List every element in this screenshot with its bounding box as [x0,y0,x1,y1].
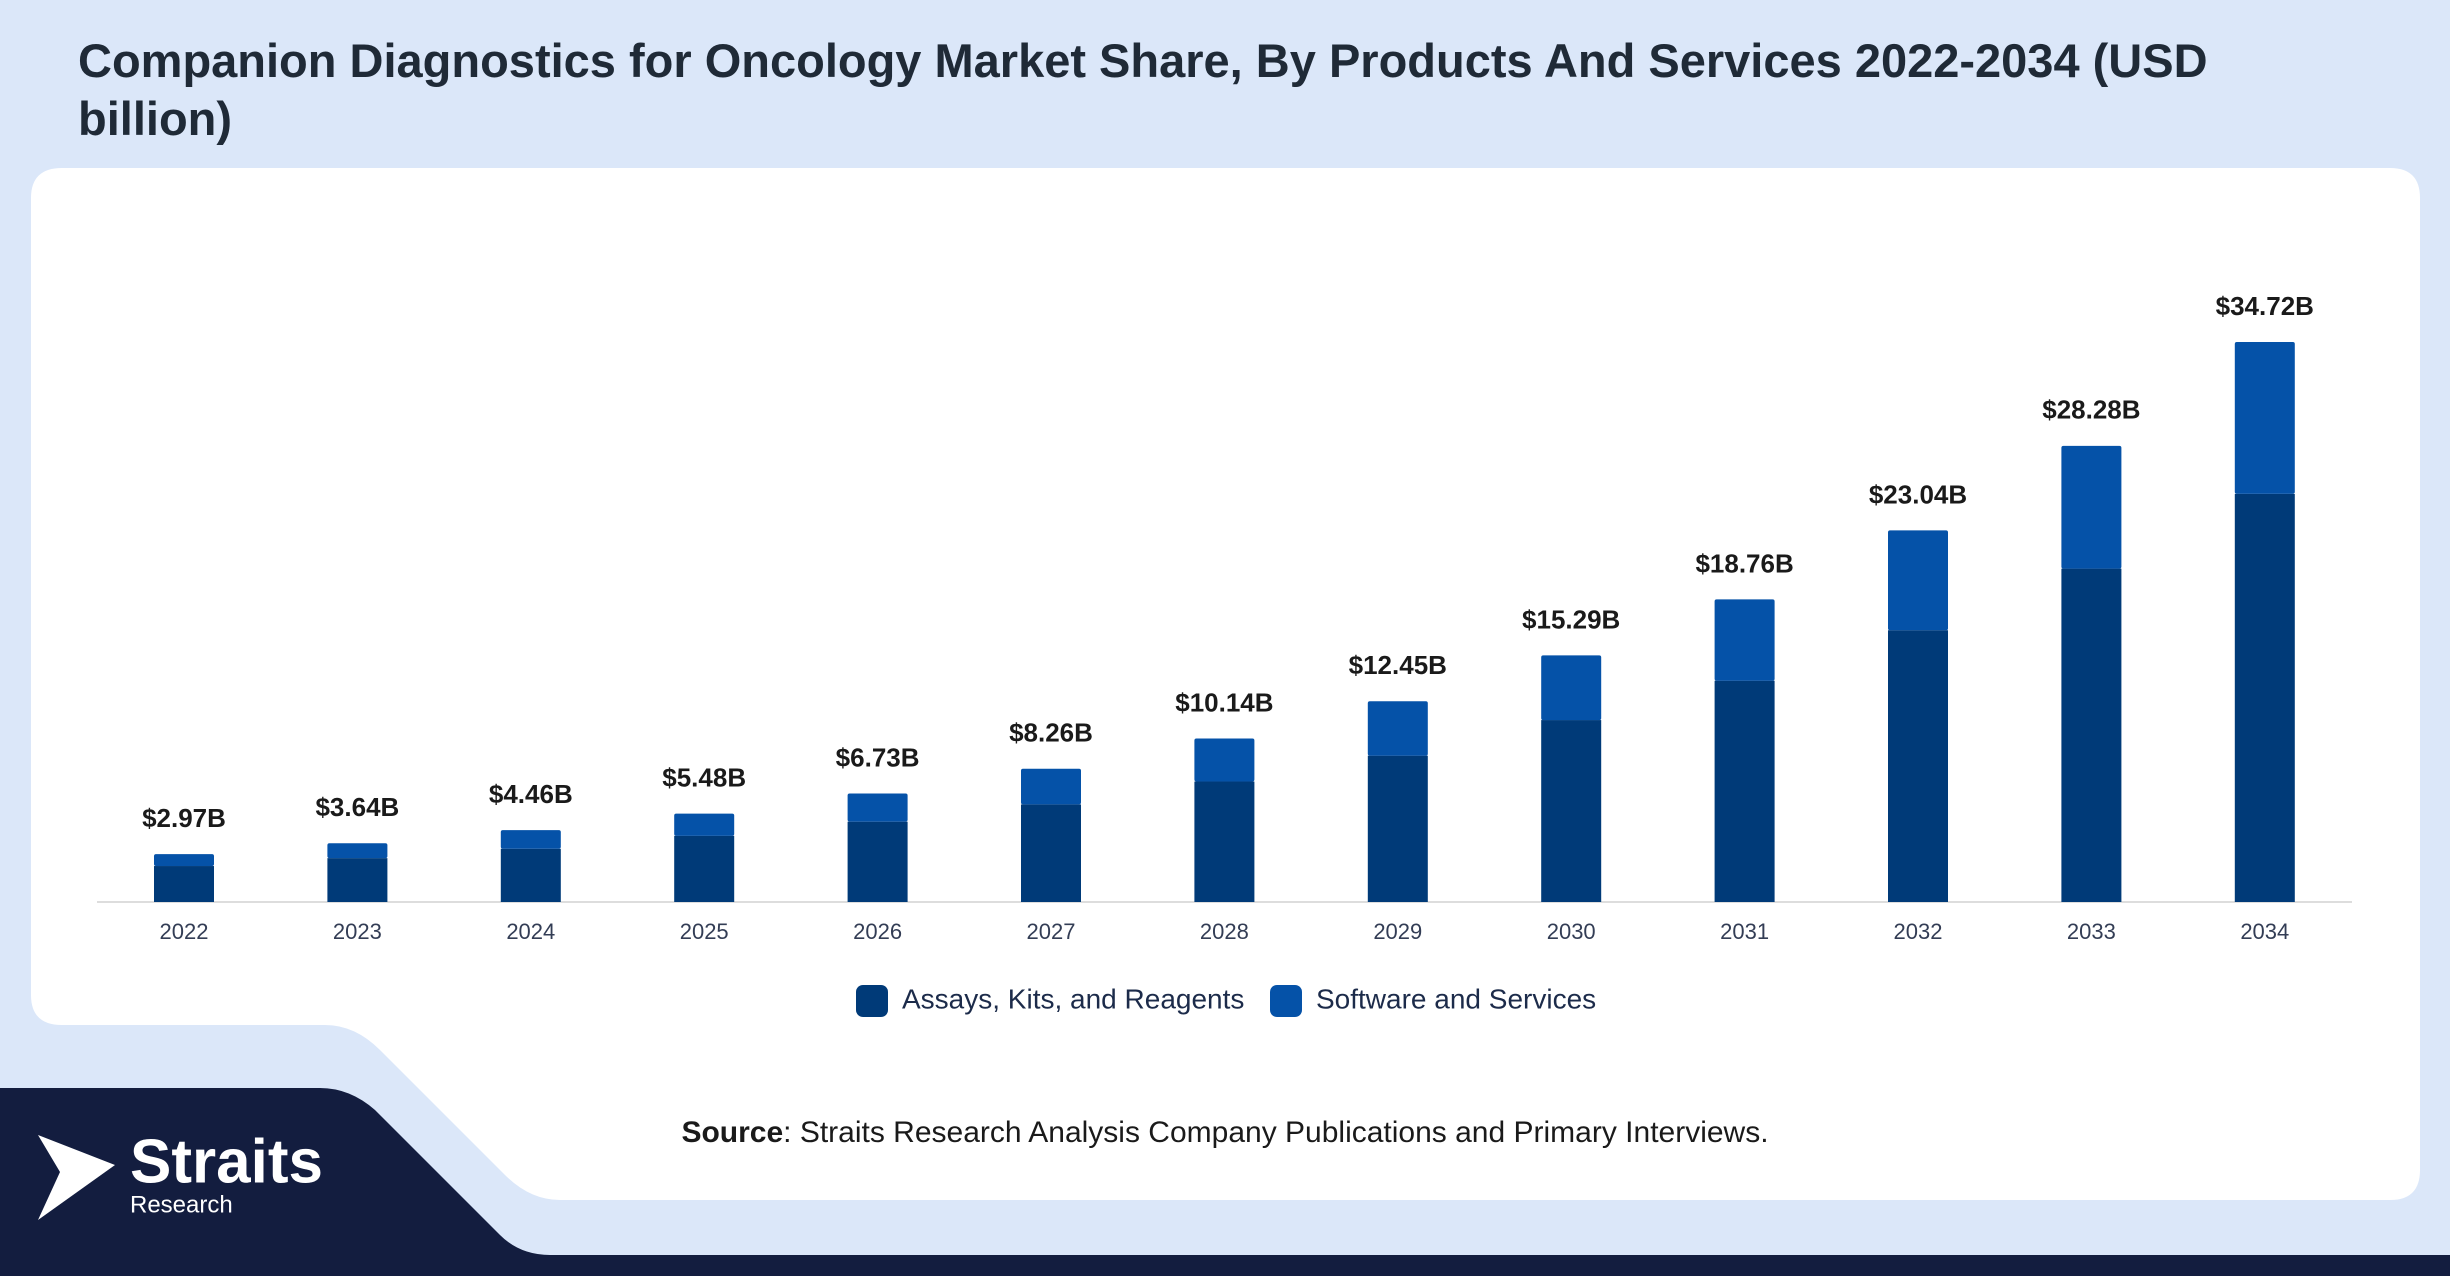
logo-name: Straits [130,1127,323,1196]
total-label: $18.76B [1695,548,1793,578]
x-tick-label: 2023 [333,919,382,944]
total-label: $5.48B [662,762,746,792]
bar-segment [327,858,388,902]
logo-sub: Research [130,1191,233,1218]
bar-segment [1714,599,1775,681]
total-label: $2.97B [142,803,226,833]
footer-band [0,1088,2450,1276]
total-label: $28.28B [2042,395,2140,425]
legend-swatch [1270,985,1302,1017]
bar-segment [2234,342,2295,494]
total-label: $12.45B [1349,650,1447,680]
bar-segment [1021,804,1081,902]
bar-segment [154,854,214,867]
chart-title: Companion Diagnostics for Oncology Marke… [78,34,2208,145]
total-label: $15.29B [1522,604,1620,634]
x-tick-label: 2027 [1027,919,1076,944]
bar-segment [1888,530,1948,631]
x-tick-label: 2031 [1720,919,1769,944]
bar-segment [1541,655,1602,721]
bar-segment [500,848,561,902]
bar-segment [500,830,561,849]
bar-segment [1714,680,1775,902]
total-label: $34.72B [2216,291,2314,321]
bar-segment [1021,768,1081,805]
bar-segment [847,793,908,822]
bar-segment [2061,568,2122,902]
bar-segment [327,843,388,859]
total-label: $8.26B [1009,718,1093,748]
x-tick-label: 2030 [1547,919,1596,944]
total-label: $4.46B [489,779,573,809]
bar-segment [154,866,214,902]
source: Source: Straits Research Analysis Compan… [681,1116,1768,1149]
x-tick-label: 2024 [506,919,555,944]
x-tick-label: 2025 [680,919,729,944]
x-tick-label: 2022 [160,919,209,944]
panel [31,168,2420,1200]
total-label: $6.73B [836,742,920,772]
legend-label: Assays, Kits, and Reagents [902,983,1244,1014]
x-tick-label: 2028 [1200,919,1249,944]
x-tick-label: 2032 [1894,919,1943,944]
total-label: $3.64B [315,792,399,822]
x-tick-label: 2033 [2067,919,2116,944]
bar-segment [2061,445,2122,569]
bar-segment [674,813,735,836]
source-text: : Straits Research Analysis Company Publ… [783,1116,1768,1149]
bar-segment [1541,720,1602,902]
logo-mark [38,1135,115,1220]
bar-segment [1367,701,1428,756]
bar-segment [847,821,908,902]
x-tick-label: 2029 [1373,919,1422,944]
legend-label: Software and Services [1316,983,1596,1014]
legend-swatch [856,985,888,1017]
x-tick-label: 2026 [853,919,902,944]
bar-segment [1367,755,1428,902]
bar-segment [674,835,735,902]
total-label: $10.14B [1175,687,1273,717]
bar-segment [1194,781,1255,902]
source-label: Source [681,1116,783,1149]
x-tick-label: 2034 [2240,919,2289,944]
bar-segment [2234,493,2295,902]
bar-segment [1194,738,1255,782]
total-label: $23.04B [1869,479,1967,509]
bar-segment [1888,630,1948,902]
